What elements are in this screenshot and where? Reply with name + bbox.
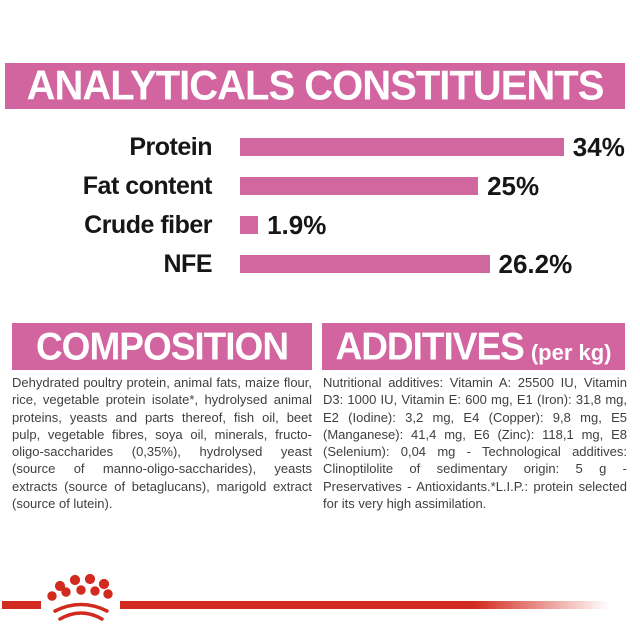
chart-row-value: 26.2% [498, 249, 573, 279]
chart-row-label: NFE [163, 250, 213, 278]
composition-body: Dehydrated poultry protein, animal fats,… [12, 375, 312, 512]
chart-row: Protein 34% [0, 132, 640, 162]
chart-row-label: Fat content [82, 172, 213, 200]
chart-row-label: Crude fiber [84, 211, 212, 239]
chart-row: Fat content 25% [0, 171, 640, 201]
chart-row: NFE 26.2% [0, 249, 640, 279]
composition-title: COMPOSITION [35, 325, 289, 368]
analyticals-chart: Protein 34% Fat content 25% Crude fiber 1.9% N… [0, 132, 640, 294]
chart-bar [240, 138, 564, 156]
royal-canin-crown-icon [47, 574, 113, 621]
chart-bar [240, 216, 259, 234]
additives-unit-label: (per kg) [530, 340, 612, 365]
chart-row-value: 25% [487, 171, 540, 201]
additives-title: ADDITIVES [335, 325, 524, 368]
chart-bar [240, 255, 490, 273]
chart-row: Crude fiber 1.9% [0, 210, 640, 240]
additives-banner: ADDITIVES (per kg) [322, 323, 625, 370]
chart-bar [240, 177, 479, 195]
analyticals-title: ANALYTICALS CONSTITUENTS [26, 63, 605, 109]
composition-banner: COMPOSITION [12, 323, 312, 370]
chart-row-value: 1.9% [267, 210, 327, 240]
chart-row-label: Protein [129, 133, 212, 161]
red-rule-right [120, 601, 640, 609]
red-rule-left [2, 601, 41, 609]
chart-row-value: 34% [572, 132, 625, 162]
additives-body: Nutritional additives: Vitamin A: 25500 … [323, 375, 627, 512]
analyticals-banner: ANALYTICALS CONSTITUENTS [5, 63, 625, 109]
